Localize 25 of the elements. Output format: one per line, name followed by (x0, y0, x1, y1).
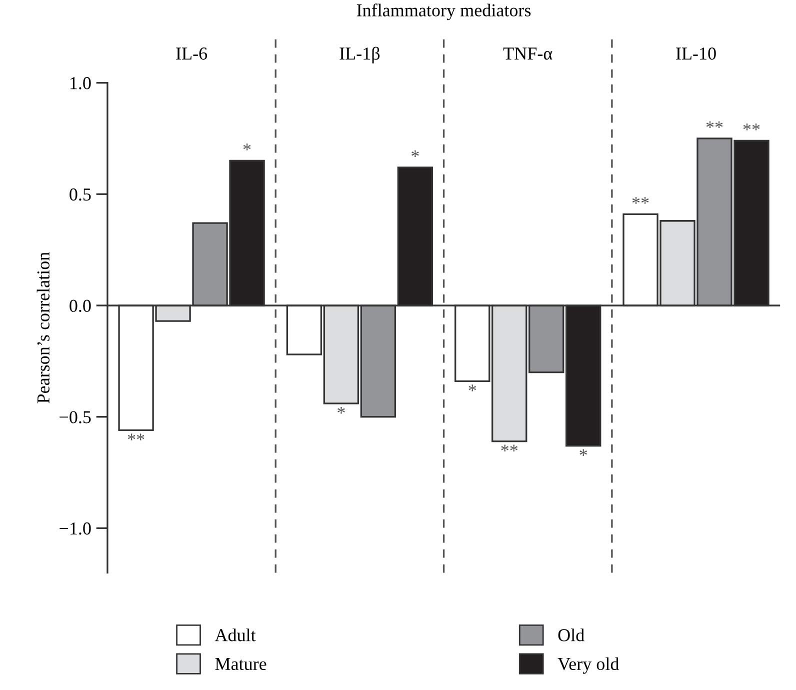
y-tick-label: −1.0 (60, 522, 91, 535)
data-label: * (338, 406, 345, 414)
y-tick-label: −0.5 (60, 411, 91, 424)
y-axis-title: Pearson’s correlation (36, 252, 50, 404)
data-label: ** (128, 434, 144, 440)
data-label: * (243, 144, 251, 150)
x-tick-label: IL-1β (340, 46, 380, 64)
data-label: ** (632, 197, 649, 204)
x-tick-label: TNF-α (503, 48, 552, 60)
legend-label: Mature (215, 658, 266, 670)
y-tick-label: 0.5 (70, 188, 91, 201)
y-tick-label: 0.0 (70, 300, 91, 312)
legend-label: Old (558, 628, 584, 642)
x-axis-title: Inflammatory mediators (356, 4, 531, 20)
y-tick-label: 1.0 (70, 77, 91, 90)
legend-label: Very old (558, 657, 619, 674)
data-label: ** (501, 444, 518, 452)
data-label: ** (706, 121, 723, 128)
x-tick-label: IL-10 (676, 48, 716, 60)
data-label: ** (743, 124, 760, 130)
x-tick-label: IL-6 (176, 48, 208, 60)
data-label: * (468, 384, 476, 392)
legend-label: Adult (214, 628, 256, 642)
data-label: * (412, 150, 419, 157)
data-label: * (580, 449, 587, 456)
